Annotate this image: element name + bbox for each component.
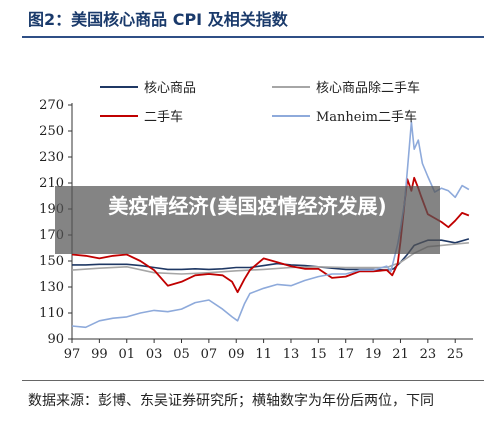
x-tick-label: 19	[365, 347, 382, 362]
series-line-4	[71, 121, 470, 329]
watermark-overlay: 美疫情经济(美国疫情经济发展)	[55, 186, 440, 254]
y-tick-label: 250	[39, 124, 64, 139]
chart-container: 90 110 130 150 170 190 210 230 250 270 97 99 01 03 05 0…	[0, 40, 500, 380]
legend-label-3: 二手车	[144, 109, 183, 125]
y-tick-label: 110	[39, 306, 64, 321]
x-tick-label: 07	[201, 347, 218, 362]
x-tick-label: 15	[310, 347, 327, 362]
x-tick-label: 23	[420, 347, 437, 362]
x-tick-label: 03	[146, 347, 163, 362]
legend-label-1: 核心商品	[144, 81, 196, 96]
x-tick-label: 99	[91, 347, 108, 362]
x-tick-label: 25	[447, 347, 464, 362]
x-tick-label: 05	[173, 347, 190, 362]
x-tick-label: 97	[64, 347, 81, 362]
title-divider	[22, 36, 484, 38]
x-tick-label: 17	[337, 347, 354, 362]
y-tick-label: 150	[39, 254, 64, 269]
x-tick-label: 11	[255, 347, 272, 362]
x-tick-label: 09	[228, 347, 245, 362]
x-tick-label: 01	[118, 347, 135, 362]
figure-title: 图2：美国核心商品 CPI 及相关指数	[28, 10, 288, 29]
source-note: 数据来源：彭博、东吴证券研究所；横轴数字为年份后两位，下同	[28, 393, 434, 409]
y-tick-label: 130	[39, 280, 64, 295]
x-tick-label: 13	[283, 347, 300, 362]
legend-label-2: 核心商品除二手车	[316, 80, 420, 96]
y-tick-label: 230	[39, 150, 64, 165]
source-divider	[22, 380, 484, 381]
y-tick-label: 90	[47, 332, 64, 347]
legend-label-4: Manheim二手车	[316, 109, 417, 125]
x-tick-label: 21	[392, 347, 409, 362]
y-tick-label: 270	[39, 98, 64, 113]
